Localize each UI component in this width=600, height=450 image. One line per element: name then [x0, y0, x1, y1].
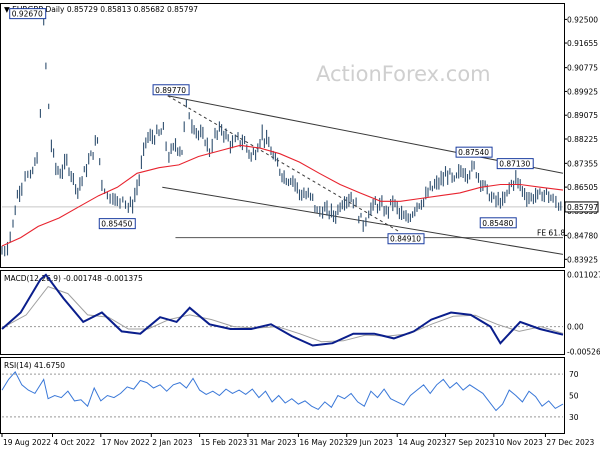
current-price-label: 0.85797 [567, 203, 598, 212]
price-tick-label: 0.92500 [567, 15, 598, 24]
price-label: 0.89770 [155, 86, 186, 95]
price-label: 0.92670 [12, 10, 43, 19]
x-tick-label: 2 Jan 2023 [152, 438, 192, 447]
rsi-line [1, 371, 564, 412]
macd-signal-line [1, 286, 564, 343]
macd-panel-frame [0, 270, 565, 355]
channel-lower-line [162, 186, 564, 255]
ohlc-readout: 0.85729 0.85813 0.85682 0.85797 [67, 5, 198, 14]
collapse-triangle-icon[interactable]: ▼ [4, 5, 12, 14]
dashed-trendline-line [167, 95, 400, 233]
moving-average-line [1, 144, 564, 247]
price-label: 0.87540 [458, 148, 489, 157]
rsi-panel-frame [0, 357, 565, 434]
x-tick-label: 10 Nov 2023 [495, 438, 543, 447]
macd-tick-label: 0.00 [567, 323, 584, 332]
price-label: 0.85450 [101, 220, 132, 229]
fe-618-label: FE 61.8 [537, 229, 565, 238]
x-tick-label: 15 Feb 2023 [201, 438, 248, 447]
price-label: 0.84910 [390, 235, 421, 244]
price-label: 0.87130 [499, 160, 530, 169]
price-tick-label: 0.90775 [567, 64, 598, 73]
price-label-box [479, 217, 517, 229]
price-tick-label: 0.86505 [567, 183, 598, 192]
price-label-box [9, 8, 47, 20]
x-tick-label: 27 Sep 2023 [447, 438, 495, 447]
macd-main-line [1, 273, 564, 347]
candles-group [1, 13, 562, 257]
price-label-box [152, 84, 190, 96]
price-label-box [98, 218, 136, 230]
macd-tick-label: 0.011027 [567, 271, 600, 280]
price-tick-label: 0.88225 [567, 135, 598, 144]
x-tick-label: 31 Mar 2023 [249, 438, 297, 447]
price-label-box [455, 146, 493, 158]
rsi-layer [1, 371, 564, 418]
rsi-tick-label: 30 [569, 413, 579, 422]
x-tick-label: 29 Jun 2023 [348, 438, 393, 447]
price-label: 0.85480 [482, 219, 513, 228]
x-tick-label: 4 Oct 2022 [54, 438, 96, 447]
rsi-tick-label: 70 [569, 370, 579, 379]
macd-layer [1, 273, 564, 347]
x-tick-label: 27 Dec 2023 [546, 438, 594, 447]
rsi-header: RSI(14) 41.6750 [4, 361, 65, 370]
price-panel-frame [0, 3, 565, 268]
current-price-box [564, 201, 599, 213]
macd-header: MACD(12,26,9) -0.001748 -0.001375 [4, 274, 143, 283]
price-tick-label: 0.83925 [567, 255, 598, 264]
x-tick-label: 19 Aug 2022 [3, 438, 51, 447]
price-tick-label: 0.89925 [567, 87, 598, 96]
x-tick-label: 17 Nov 2022 [102, 438, 150, 447]
watermark: ActionForex.com [316, 62, 491, 86]
rsi-tick-label: 50 [569, 392, 579, 401]
axis-layer: 0.92500 0.91655 0.90775 0.89925 0.89075 0.882… [1, 15, 600, 447]
price-label-box [496, 158, 534, 170]
price-tick-label: 0.87355 [567, 159, 598, 168]
price-tick-label: 0.84780 [567, 231, 598, 240]
x-tick-label: 16 May 2023 [299, 438, 348, 447]
price-tick-label: 0.89075 [567, 111, 598, 120]
x-tick-label: 14 Aug 2023 [398, 438, 446, 447]
price-layer: FE 61.8 0.92670 0.89770 0.85450 0.84910 0.875… [1, 8, 565, 257]
price-label-box [387, 233, 425, 245]
price-tick-label: 0.91655 [567, 39, 598, 48]
